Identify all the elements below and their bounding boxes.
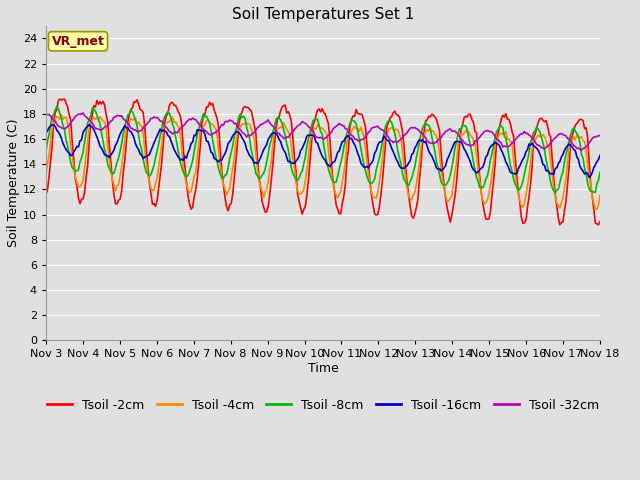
Tsoil -4cm xyxy=(58,112,65,118)
Tsoil -2cm xyxy=(111,201,119,206)
Tsoil -32cm xyxy=(79,110,87,116)
Line: Tsoil -8cm: Tsoil -8cm xyxy=(46,107,600,193)
Tsoil -16cm xyxy=(85,121,93,127)
Tsoil -4cm xyxy=(42,171,50,177)
Title: Soil Temperatures Set 1: Soil Temperatures Set 1 xyxy=(232,7,414,22)
Line: Tsoil -4cm: Tsoil -4cm xyxy=(46,115,600,210)
Tsoil -32cm xyxy=(42,112,50,118)
Line: Tsoil -16cm: Tsoil -16cm xyxy=(46,124,600,178)
Tsoil -8cm xyxy=(596,169,604,175)
Tsoil -8cm xyxy=(209,137,216,143)
Tsoil -2cm xyxy=(595,222,602,228)
Tsoil -8cm xyxy=(286,156,294,162)
Tsoil -32cm xyxy=(209,131,216,137)
Tsoil -2cm xyxy=(227,201,235,206)
X-axis label: Time: Time xyxy=(308,362,339,375)
Tsoil -4cm xyxy=(596,192,604,198)
Tsoil -2cm xyxy=(286,112,294,118)
Tsoil -2cm xyxy=(56,96,64,102)
Tsoil -16cm xyxy=(596,153,604,158)
Tsoil -32cm xyxy=(596,132,604,138)
Y-axis label: Soil Temperature (C): Soil Temperature (C) xyxy=(7,119,20,247)
Tsoil -32cm xyxy=(286,132,294,138)
Tsoil -16cm xyxy=(227,136,235,142)
Tsoil -4cm xyxy=(593,207,601,213)
Tsoil -4cm xyxy=(209,121,216,127)
Tsoil -8cm xyxy=(552,190,559,196)
Tsoil -16cm xyxy=(237,132,244,137)
Tsoil -8cm xyxy=(42,148,50,154)
Tsoil -8cm xyxy=(568,127,576,132)
Tsoil -32cm xyxy=(578,147,586,153)
Tsoil -8cm xyxy=(53,104,61,109)
Tsoil -8cm xyxy=(227,150,235,156)
Tsoil -2cm xyxy=(237,114,244,120)
Tsoil -32cm xyxy=(237,127,244,132)
Tsoil -4cm xyxy=(286,132,294,138)
Tsoil -16cm xyxy=(586,175,593,180)
Tsoil -16cm xyxy=(111,143,119,148)
Line: Tsoil -2cm: Tsoil -2cm xyxy=(46,99,600,225)
Tsoil -16cm xyxy=(286,158,294,164)
Tsoil -16cm xyxy=(209,151,216,156)
Text: VR_met: VR_met xyxy=(52,35,104,48)
Tsoil -4cm xyxy=(227,175,235,181)
Tsoil -2cm xyxy=(596,219,604,225)
Tsoil -32cm xyxy=(567,138,575,144)
Line: Tsoil -32cm: Tsoil -32cm xyxy=(46,113,600,150)
Tsoil -2cm xyxy=(42,192,50,197)
Tsoil -2cm xyxy=(209,100,216,106)
Tsoil -32cm xyxy=(227,118,235,123)
Tsoil -2cm xyxy=(567,137,575,143)
Tsoil -4cm xyxy=(111,188,119,194)
Legend: Tsoil -2cm, Tsoil -4cm, Tsoil -8cm, Tsoil -16cm, Tsoil -32cm: Tsoil -2cm, Tsoil -4cm, Tsoil -8cm, Tsoi… xyxy=(42,394,604,417)
Tsoil -4cm xyxy=(237,124,244,130)
Tsoil -32cm xyxy=(111,114,119,120)
Tsoil -4cm xyxy=(567,141,575,146)
Tsoil -8cm xyxy=(237,111,244,117)
Tsoil -16cm xyxy=(42,130,50,136)
Tsoil -16cm xyxy=(567,143,575,148)
Tsoil -8cm xyxy=(111,166,119,171)
